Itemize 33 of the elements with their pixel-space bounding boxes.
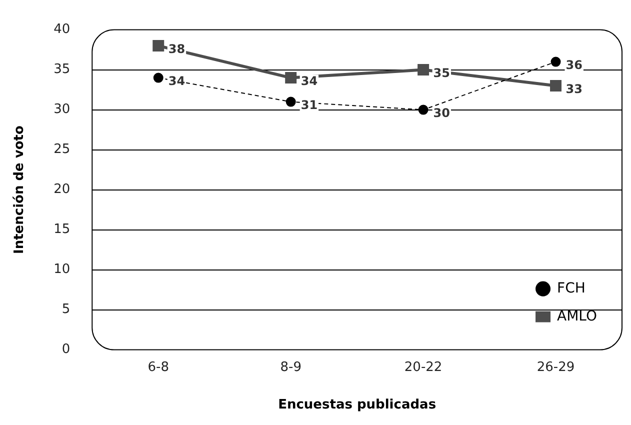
point xyxy=(418,64,430,76)
legend-label: AMLO xyxy=(557,308,598,324)
x-tick-label: 26-29 xyxy=(536,360,575,375)
y-tick-label: 10 xyxy=(54,262,70,278)
y-tick-label: 0 xyxy=(62,342,70,358)
legend-label: FCH xyxy=(557,280,586,296)
point xyxy=(418,104,428,115)
y-tick-label: 40 xyxy=(54,22,70,38)
x-tick-label: 20-22 xyxy=(404,360,442,375)
data-label: 35 xyxy=(433,66,450,80)
point xyxy=(153,72,164,83)
data-label: 33 xyxy=(566,82,582,96)
y-tick-label: 15 xyxy=(54,222,70,238)
point xyxy=(152,40,164,52)
y-tick-label: 20 xyxy=(54,182,70,198)
data-label: 36 xyxy=(566,58,582,72)
data-label: 34 xyxy=(300,74,318,88)
x-tick-label: 8-9 xyxy=(280,360,302,375)
y-tick-label: 5 xyxy=(62,302,70,318)
data-label: 34 xyxy=(168,74,186,88)
y-tick-label: 30 xyxy=(54,102,70,118)
x-tick-label: 6-8 xyxy=(148,360,169,375)
data-label: 31 xyxy=(300,98,318,112)
data-label: 38 xyxy=(168,42,186,56)
y-axis-title: Intención de voto xyxy=(12,126,28,254)
point xyxy=(285,72,297,84)
x-axis-title: Encuestas publicadas xyxy=(278,398,436,413)
y-tick-label: 35 xyxy=(54,62,70,78)
data-label: 30 xyxy=(433,106,450,120)
point xyxy=(550,80,562,92)
point xyxy=(550,56,561,67)
y-tick-label: 25 xyxy=(54,142,70,158)
point xyxy=(286,96,296,107)
